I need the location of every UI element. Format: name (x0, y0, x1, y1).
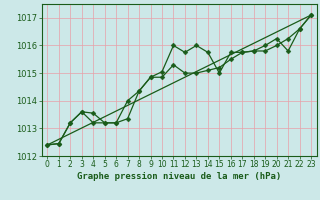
X-axis label: Graphe pression niveau de la mer (hPa): Graphe pression niveau de la mer (hPa) (77, 172, 281, 181)
